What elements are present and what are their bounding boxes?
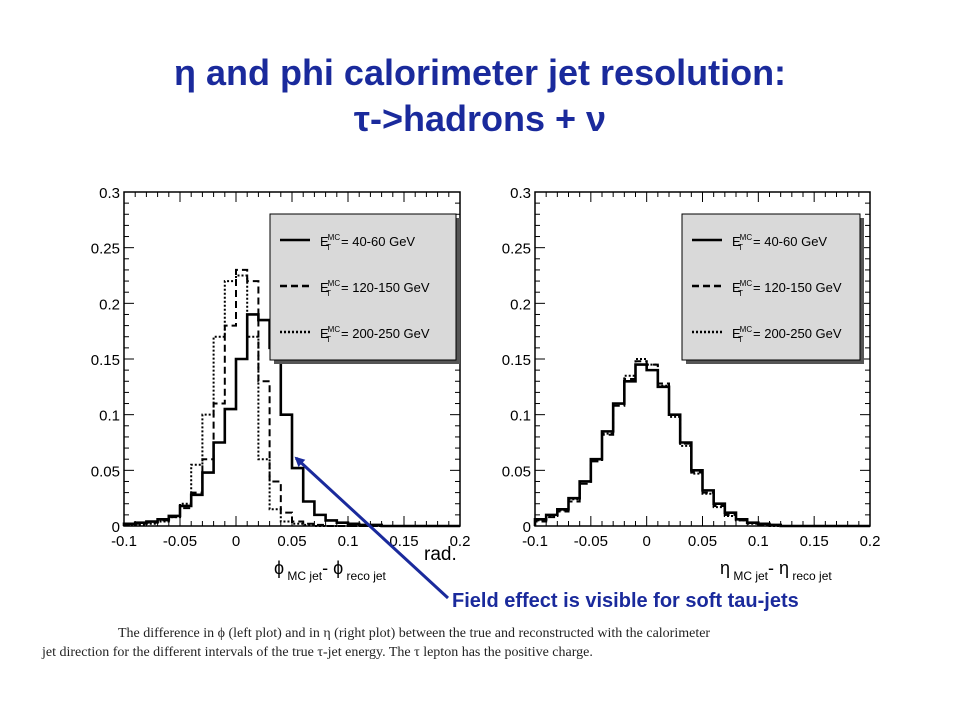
histogram-series (534, 360, 870, 527)
x-tick-label: -0.1 (522, 533, 548, 550)
x-tick-label: 0.15 (800, 533, 829, 550)
x-tick-label: -0.05 (163, 533, 197, 550)
x-tick-label: -0.1 (111, 533, 137, 550)
page-title-line-2: τ->hadrons + ν (353, 98, 607, 139)
legend-label: EMC T = 200-250 GeV (732, 325, 842, 344)
callout-text: Field effect is visible for soft tau-jet… (452, 590, 799, 612)
page-title-line-1: η and phi calorimeter jet resolution: (173, 52, 787, 93)
legend-label: EMC T = 200-250 GeV (320, 325, 430, 344)
y-tick-label: 0 (523, 519, 531, 536)
y-tick-label: 0.3 (510, 185, 531, 202)
y-tick-label: 0.3 (99, 185, 120, 202)
y-tick-label: 0.1 (510, 408, 531, 425)
x-tick-label: 0.05 (277, 533, 306, 550)
y-tick-label: 0.25 (91, 241, 120, 258)
caption-line-2: jet direction for the different interval… (42, 645, 593, 660)
histogram-series (533, 363, 870, 528)
caption-line-1: The difference in ϕ (left plot) and in η… (118, 626, 711, 641)
x-tick-label: -0.05 (574, 533, 608, 550)
x-tick-label: 0.2 (860, 533, 881, 550)
histogram-series (123, 268, 460, 527)
y-tick-label: 0.25 (502, 241, 531, 258)
legend-label: EMC T = 40-60 GeV (732, 233, 827, 252)
x-tick-label: 0.1 (338, 533, 359, 550)
x-tick-label: 0.15 (389, 533, 418, 550)
y-tick-label: 0 (112, 519, 120, 536)
legend-label: EMC T = 120-150 GeV (732, 279, 842, 298)
y-tick-label: 0.15 (91, 352, 120, 369)
phi-resolution-chart: 0 0.05 0.1 0.15 0.2 0.25 0.3 -0.1 -0.05 0 0.05 0.1 0… (91, 185, 471, 583)
callout-arrow (294, 456, 450, 600)
eta-resolution-chart: 0 0.05 0.1 0.15 0.2 0.25 0.3 -0.1 -0.05 0 0.05 0.1 0… (502, 185, 881, 583)
figure-caption: The difference in ϕ (left plot) and in η… (42, 624, 838, 662)
y-tick-label: 0.15 (502, 352, 531, 369)
x-tick-label: 0.2 (450, 533, 471, 550)
legend-label: EMC T = 120-150 GeV (320, 279, 430, 298)
histogram-series (123, 274, 460, 527)
y-tick-label: 0.05 (91, 463, 120, 480)
x-tick-label: 0 (232, 533, 240, 550)
legend-box (681, 213, 861, 361)
x-axis-label: η MC jet- η reco jet (720, 558, 832, 583)
histogram-series (534, 358, 870, 527)
y-tick-label: 0.05 (502, 463, 531, 480)
legend-box (269, 213, 457, 361)
y-tick-label: 0.2 (510, 296, 531, 313)
legend-label: EMC T = 40-60 GeV (320, 233, 415, 252)
x-axis-label: ϕ MC jet- ϕ reco jetrad. (274, 544, 457, 583)
x-tick-label: 0 (642, 533, 650, 550)
x-tick-label: 0.1 (748, 533, 769, 550)
x-tick-label: 0.05 (688, 533, 717, 550)
y-tick-label: 0.1 (99, 408, 120, 425)
y-tick-label: 0.2 (99, 296, 120, 313)
